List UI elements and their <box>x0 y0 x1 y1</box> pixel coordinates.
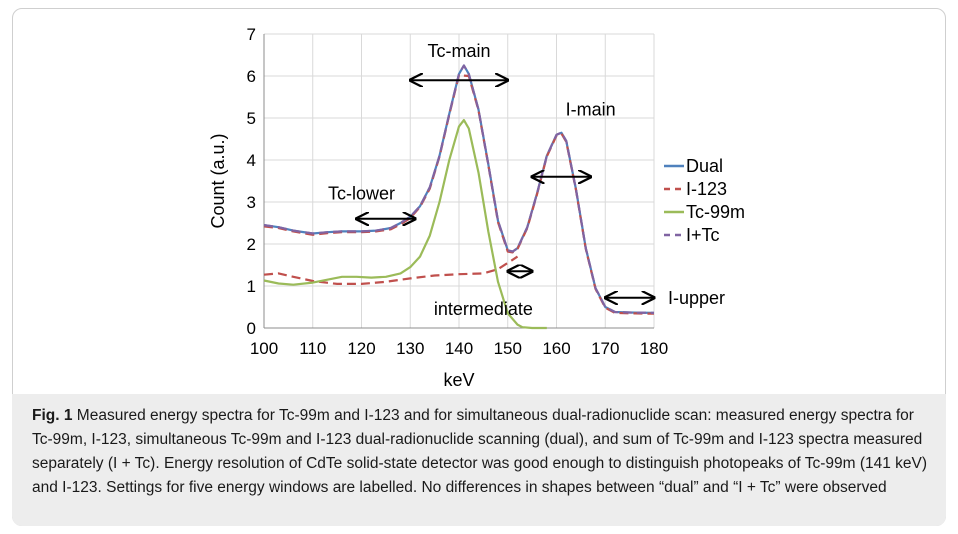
x-tick-label: 150 <box>494 339 522 358</box>
x-tick-label: 100 <box>250 339 278 358</box>
caption-box: Fig. 1 Measured energy spectra for Tc-99… <box>12 394 946 526</box>
x-axis-label: keV <box>443 370 474 390</box>
legend-label: I+Tc <box>686 225 720 245</box>
legend: Dual I-123 Tc-99m I+Tc <box>664 156 745 245</box>
x-tick-label: 110 <box>299 339 326 358</box>
annotation-label: intermediate <box>434 299 533 319</box>
x-tick-label: 130 <box>396 339 424 358</box>
y-tick-label: 7 <box>247 25 256 44</box>
legend-label: Tc-99m <box>686 202 745 222</box>
y-axis-label: Count (a.u.) <box>208 133 228 228</box>
y-tick-label: 5 <box>247 109 256 128</box>
caption-label: Fig. 1 <box>32 407 73 424</box>
axes: 0 1 2 3 4 5 6 7 100 110 120 130 140 150 160 170 180 keV Co… <box>208 25 668 390</box>
y-tick-label: 4 <box>247 151 256 170</box>
series-line-tc-99m <box>263 118 547 330</box>
annotation-label: I-main <box>566 100 616 120</box>
series-line-i-123-single <box>263 255 519 285</box>
y-tick-label: 6 <box>247 67 256 86</box>
figure-caption: Fig. 1 Measured energy spectra for Tc-99… <box>32 404 930 500</box>
caption-text: Measured energy spectra for Tc-99m and I… <box>32 407 928 496</box>
x-tick-label: 140 <box>445 339 473 358</box>
series-lines <box>263 64 655 330</box>
x-tick-label: 120 <box>347 339 375 358</box>
y-tick-label: 3 <box>247 193 256 212</box>
legend-label: I-123 <box>686 179 727 199</box>
annotation-label: Tc-main <box>427 41 490 61</box>
legend-label: Dual <box>686 156 723 176</box>
y-tick-label: 2 <box>247 235 256 254</box>
annotation-label: I-upper <box>668 288 725 308</box>
x-tick-label: 170 <box>591 339 619 358</box>
series-line-i-tc <box>263 64 655 314</box>
y-tick-label: 0 <box>247 319 256 338</box>
annotations: Tc-main I-main Tc-lower intermediate I-upper <box>328 41 725 319</box>
y-tick-label: 1 <box>247 277 256 296</box>
x-tick-label: 160 <box>542 339 570 358</box>
x-tick-label: 180 <box>640 339 668 358</box>
energy-spectrum-chart: 0 1 2 3 4 5 6 7 100 110 120 130 140 150 160 170 180 keV Co… <box>208 25 745 390</box>
annotation-label: Tc-lower <box>328 184 395 204</box>
